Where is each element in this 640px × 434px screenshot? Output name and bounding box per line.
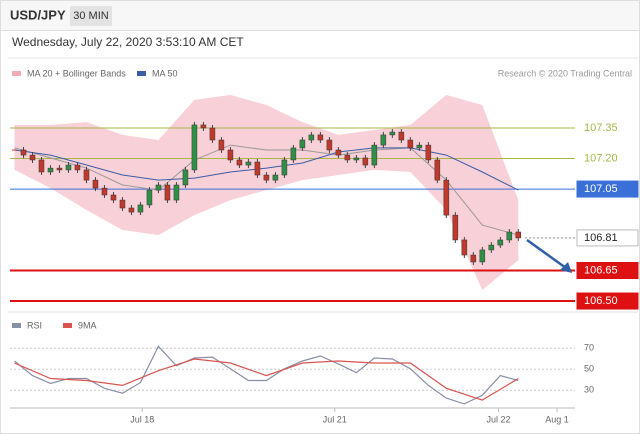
candle: [353, 157, 360, 161]
timestamp: Wednesday, July 22, 2020 3:53:10 AM CET: [12, 35, 244, 49]
candle: [389, 131, 396, 136]
candle: [461, 239, 468, 256]
legend-label: MA 50: [152, 68, 178, 78]
level-label: 107.20: [584, 152, 618, 164]
candle: [479, 249, 486, 263]
candle: [245, 161, 252, 166]
candle: [443, 179, 450, 216]
candle: [515, 231, 522, 239]
candle: [236, 159, 243, 166]
y-tick-label: 30: [584, 385, 594, 395]
candle: [362, 157, 369, 166]
candle: [380, 134, 387, 146]
price-panel: MA 20 + Bollinger Bands MA 50 Research © 2…: [10, 68, 639, 310]
ma20-line: [14, 144, 519, 236]
candle: [308, 134, 315, 141]
candle: [56, 167, 63, 171]
candle: [452, 214, 459, 241]
candle: [326, 139, 333, 151]
candle: [425, 144, 432, 161]
legend-swatch: [12, 323, 21, 328]
candle: [398, 131, 405, 141]
credit: Research © 2020 Trading Central: [498, 68, 632, 78]
candle: [488, 244, 495, 251]
candle: [164, 184, 171, 201]
level-label: 106.65: [584, 264, 618, 276]
level-label: 107.35: [584, 122, 618, 134]
candle: [29, 154, 36, 161]
arrow-head: [560, 262, 572, 273]
indicator-line: [14, 345, 519, 405]
candle: [119, 199, 126, 209]
interval[interactable]: 30 MIN: [73, 10, 109, 22]
candle: [200, 124, 207, 129]
bollinger-band: [14, 95, 519, 290]
level-box: [576, 180, 639, 198]
candle: [371, 144, 378, 166]
level-box: [576, 229, 639, 247]
x-tick-label: Jul 22: [487, 414, 511, 424]
y-tick-label: 70: [584, 343, 594, 353]
ma50-line: [14, 147, 519, 191]
level-box: [576, 262, 639, 280]
candle: [209, 127, 216, 141]
candle: [173, 184, 180, 201]
x-tick-label: Jul 21: [323, 414, 347, 424]
candle: [497, 239, 504, 246]
candle: [272, 174, 279, 181]
legend-label: RSI: [27, 320, 42, 330]
candle: [128, 207, 135, 213]
candle: [182, 169, 189, 186]
candle: [281, 159, 288, 176]
x-tick-label: Aug 1: [545, 414, 569, 424]
candle: [38, 159, 45, 173]
candle: [317, 134, 324, 141]
candle: [416, 144, 423, 149]
candle: [335, 149, 342, 156]
symbol: USD/JPY: [10, 7, 66, 22]
candle: [74, 164, 81, 171]
legend-swatch: [63, 323, 72, 328]
candle: [290, 147, 297, 161]
candle: [344, 154, 351, 161]
candle: [110, 194, 117, 201]
candle: [506, 231, 513, 241]
level-label: 106.50: [584, 295, 618, 307]
candle: [137, 204, 144, 213]
legend-label: 9MA: [78, 320, 97, 330]
indicator-line: [14, 358, 519, 401]
legend-swatch: [137, 71, 146, 76]
candle: [434, 159, 441, 181]
level-box: [576, 292, 639, 310]
forecast-arrow: [526, 238, 567, 270]
candle: [218, 139, 225, 151]
rsi-panel: RSI 9MA 30 50 70 Jul 18 Jul 21 Jul 22 Aug 1: [10, 320, 594, 424]
legend-label: MA 20 + Bollinger Bands: [27, 68, 126, 78]
candle: [65, 164, 72, 171]
candle: [191, 124, 198, 171]
candle: [146, 189, 153, 206]
candle: [47, 167, 54, 173]
candle: [155, 184, 162, 191]
legend-swatch: [12, 71, 21, 76]
candle: [101, 187, 108, 196]
candle: [299, 139, 306, 149]
y-tick-label: 50: [584, 364, 594, 374]
candle: [263, 174, 270, 181]
candle: [470, 254, 477, 263]
candle: [407, 139, 414, 149]
candle: [83, 169, 90, 181]
candle: [20, 149, 27, 156]
level-label: 107.05: [584, 183, 618, 195]
candle: [254, 161, 261, 176]
candle: [92, 179, 99, 189]
candle: [11, 149, 17, 151]
level-label: 106.81: [584, 232, 618, 244]
interval-badge[interactable]: [70, 6, 112, 26]
candle: [227, 149, 234, 161]
x-tick-label: Jul 18: [130, 414, 154, 424]
